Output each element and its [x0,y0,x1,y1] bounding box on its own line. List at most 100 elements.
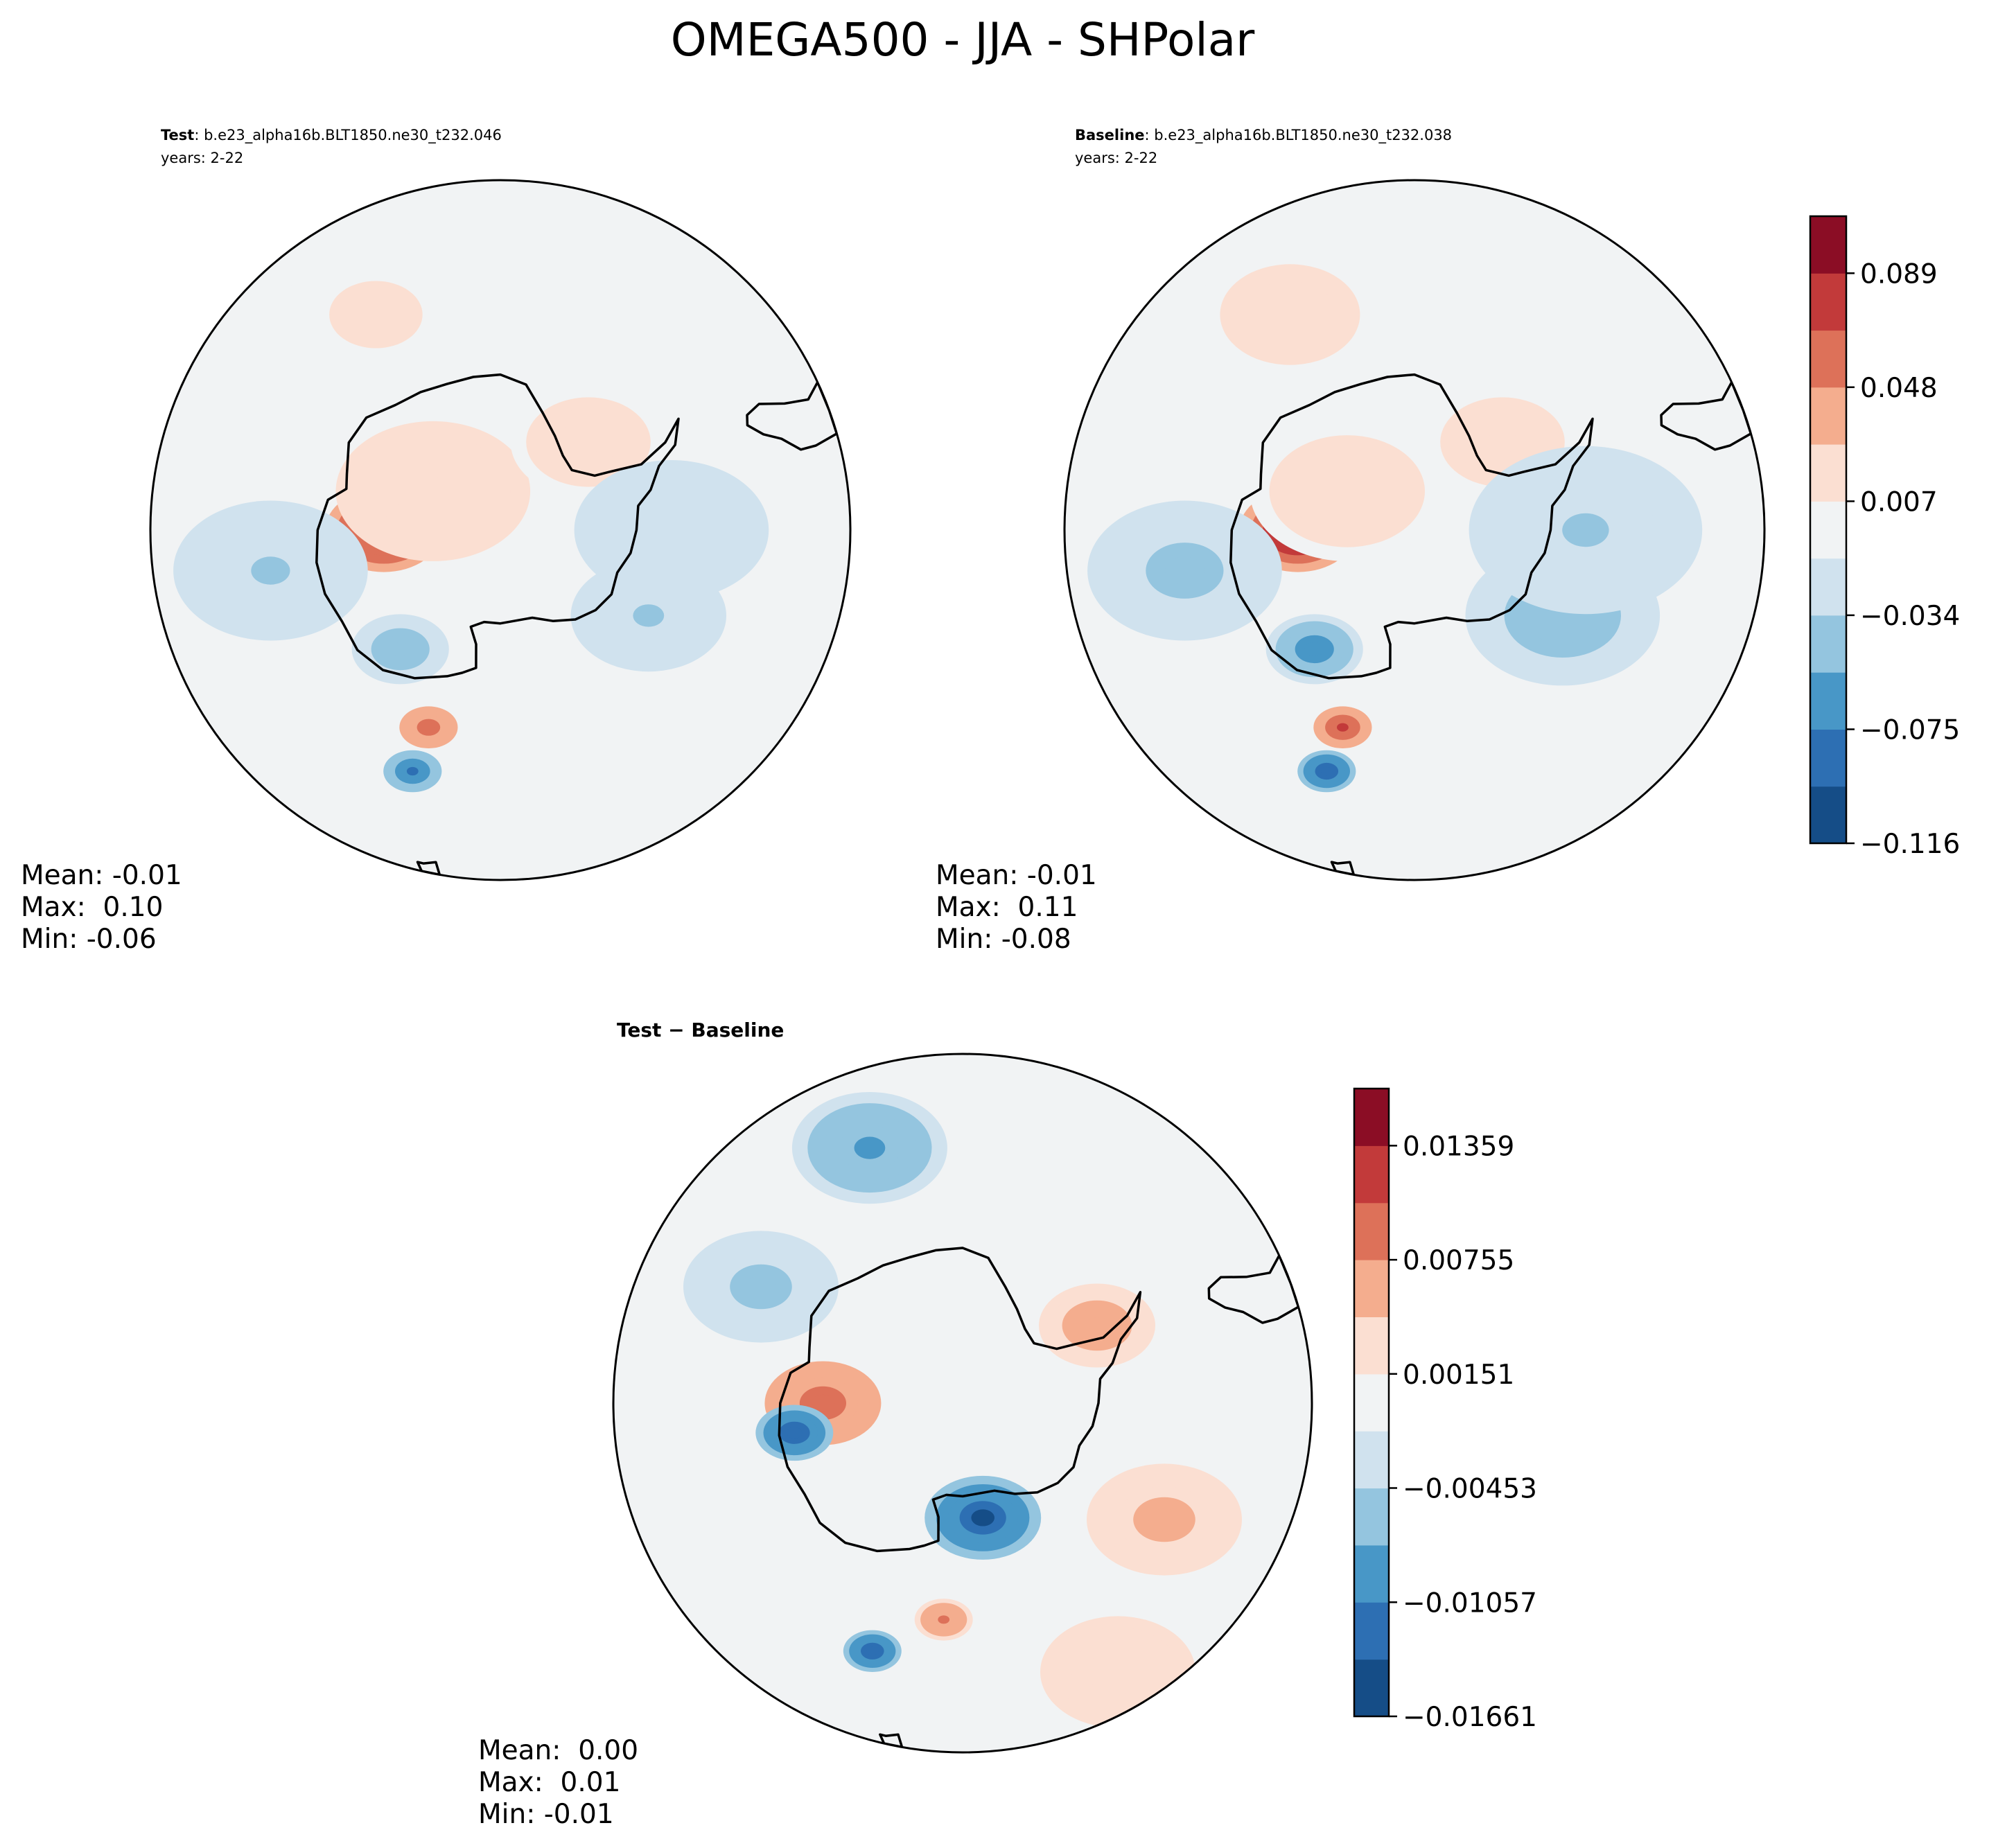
colorbar-top-frame [1809,215,1848,845]
contour-baseline-3-4 [1304,642,1324,657]
contour-baseline-5-4 [1562,513,1609,547]
colorbar-top-tick-label-3: −0.034 [1860,601,1960,632]
map-test [149,179,852,881]
contour-test-1-4 [413,477,453,506]
panel-baseline-years: years: 2-22 [1075,150,1157,166]
colorbar-top-swatch-4 [1810,558,1846,616]
colorbar-diff-swatch-10 [1354,1089,1389,1146]
panel-diff-stat-max: Max: 0.01 [478,1767,620,1798]
contour-diff-2-4 [787,1427,803,1438]
contour-diff-9-4 [745,1275,777,1299]
figure-title: OMEGA500 - JJA - SHPolar [671,13,1255,67]
contour-diff-3-4 [1085,1317,1109,1335]
panel-baseline-stat-min: Min: -0.08 [936,924,1071,955]
colorbar-diff-tick-label-4: −0.01057 [1403,1587,1537,1619]
colorbar-top-swatch-6 [1810,444,1846,502]
panel-baseline-label: Baseline: b.e23_alpha16b.BLT1850.ne30_t2… [1075,127,1452,144]
colorbar-top-swatch-9 [1810,273,1846,331]
map-baseline-boundary [1063,179,1766,881]
colorbar-diff-swatch-6 [1354,1317,1389,1375]
colorbar-diff-tick-label-0: 0.01359 [1403,1131,1514,1162]
colorbar-diff-swatch-9 [1354,1145,1389,1204]
map-diff [612,1053,1313,1754]
coastline-baseline-antarctica [1229,373,1594,680]
contour-baseline-6-4 [1320,766,1333,776]
contour-baseline-9-4 [1165,556,1204,585]
colorbar-diff-swatch-4 [1354,1431,1389,1489]
panel-diff-label: Test − Baseline [617,1019,784,1041]
contour-diff-6-4 [866,1646,879,1655]
panel-test-stat-min: Min: -0.06 [21,924,157,955]
map-baseline-contours [1087,230,1703,793]
map-diff-boundary [612,1053,1313,1754]
colorbar-diff-swatch-0 [1354,1659,1389,1717]
colorbar-top-swatch-5 [1810,501,1846,559]
panel-diff: Test − Baseline Mean: 0.00 Max: 0.01 Min… [478,1019,1313,1830]
colorbar-top-swatch-7 [1810,387,1846,445]
contour-test-9-4 [251,556,290,585]
colorbar-diff-swatch-8 [1354,1202,1389,1260]
contour-diff-8-4 [1102,1660,1134,1684]
contour-diff-0-4 [971,1509,994,1526]
contour-diff-4-4 [1148,1508,1180,1531]
colorbar-diff-tick-label-3: −0.00453 [1403,1474,1537,1505]
colorbar-diff-tick-label-2: 0.00151 [1403,1359,1514,1391]
colorbar-top-tick-label-4: −0.075 [1860,715,1960,746]
colorbar-top-swatch-0 [1810,786,1846,844]
colorbar-diff-swatch-7 [1354,1260,1389,1317]
contour-test-4-4 [633,604,665,627]
contour-baseline-7-4 [1337,723,1349,732]
coastline-diff-tasmania [747,1700,768,1721]
colorbar-top: 0.089 0.048 0.007 −0.034 −0.075 −0.116 [1809,215,1960,860]
panel-test-stat-max: Max: 0.10 [21,892,163,923]
colorbar-top-swatch-8 [1810,330,1846,388]
panel-baseline: Baseline: b.e23_alpha16b.BLT1850.ne30_t2… [936,127,1766,955]
colorbar-top-tick-label-2: 0.007 [1860,486,1938,518]
map-diff-background [613,1054,1312,1752]
map-test-boundary [149,179,852,881]
panel-baseline-stat-mean: Mean: -0.01 [936,860,1097,891]
coastline-baseline-tasmania [1199,828,1219,848]
colorbar-diff: 0.01359 0.00755 0.00151 −0.00453 −0.01057 −0.… [1353,1087,1537,1733]
coastline-diff-antarctica [778,1247,1142,1553]
panel-test-label-bold: Test [161,127,194,143]
coastline-test-antarctica [315,373,680,680]
panel-diff-stat-min: Min: -0.01 [478,1799,614,1830]
panel-test-label: Test: b.e23_alpha16b.BLT1850.ne30_t232.0… [161,127,502,144]
panel-test-label-case: : b.e23_alpha16b.BLT1850.ne30_t232.046 [194,127,502,144]
colorbar-top-swatch-3 [1810,615,1846,673]
panel-baseline-label-case: : b.e23_alpha16b.BLT1850.ne30_t232.038 [1145,127,1453,144]
contour-test-3-4 [390,642,410,657]
colorbar-diff-swatch-5 [1354,1373,1389,1432]
panel-baseline-label-bold: Baseline [1075,127,1145,143]
contour-test-2-4 [572,430,604,454]
colorbar-top-swatch-10 [1810,216,1846,274]
contour-diff-5-4 [854,1136,886,1159]
panel-test-years: years: 2-22 [161,150,243,166]
contour-diff-7-4 [938,1615,950,1624]
contour-test-7-4 [423,723,435,732]
colorbar-diff-swatch-3 [1354,1488,1389,1546]
colorbar-diff-tick-label-1: 0.00755 [1403,1245,1514,1276]
colorbar-top-swatch-1 [1810,729,1846,787]
panel-baseline-stat-max: Max: 0.11 [936,892,1078,923]
contour-baseline-2-4 [1487,430,1518,454]
contour-test-6-4 [406,766,419,776]
colorbar-top-tick-label-5: −0.116 [1860,829,1960,860]
coastline-test-tasmania [285,828,305,848]
map-test-contours [173,230,769,793]
colorbar-diff-swatch-2 [1354,1545,1389,1603]
panel-diff-stat-mean: Mean: 0.00 [478,1735,638,1766]
contour-baseline-8-4 [1266,297,1314,332]
panel-test: Test: b.e23_alpha16b.BLT1850.ne30_t232.0… [21,127,852,955]
contour-test-5-4 [651,516,692,545]
colorbar-diff-tick-label-5: −0.01661 [1403,1702,1537,1733]
colorbar-top-swatch-2 [1810,672,1846,730]
colorbar-diff-frame [1353,1087,1390,1718]
colorbar-top-tick-label-0: 0.089 [1860,258,1938,290]
panel-diff-label-bold: Test − Baseline [617,1019,784,1041]
contour-baseline-1-4 [1327,477,1367,506]
contour-diff-1-4 [811,1394,835,1412]
colorbar-top-tick-label-1: 0.048 [1860,373,1938,404]
